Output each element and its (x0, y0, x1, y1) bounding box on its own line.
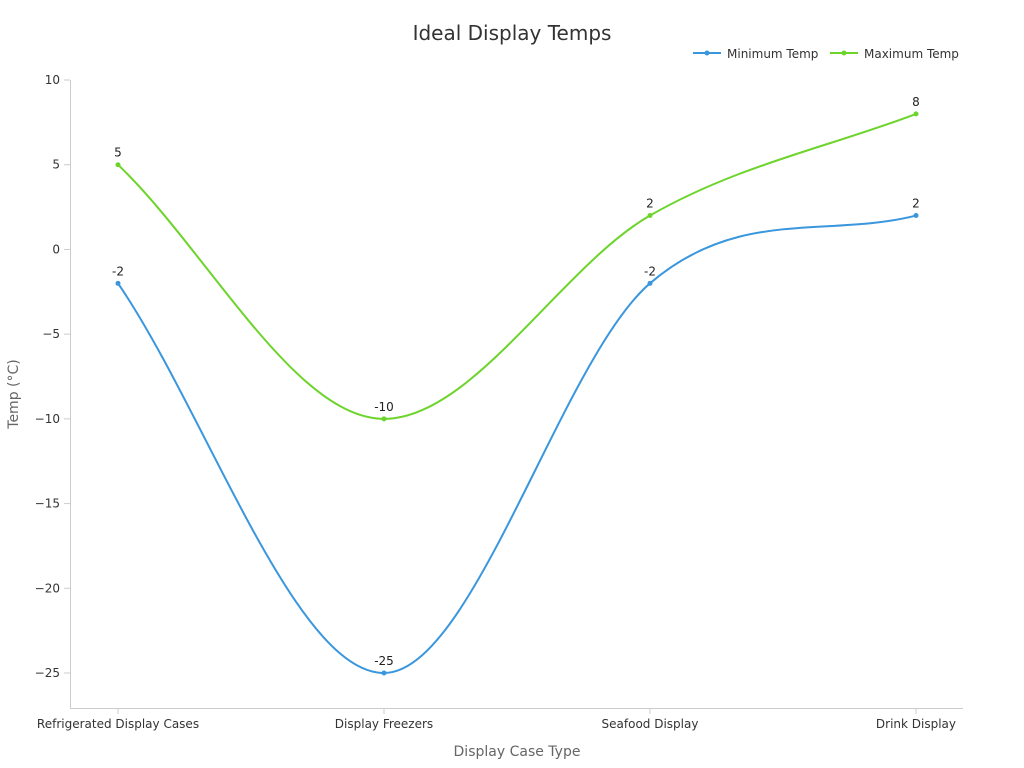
y-tick-label: 10 (45, 73, 60, 87)
data-label: 8 (912, 95, 920, 109)
x-tick-label: Drink Display (876, 717, 956, 731)
x-tick-label: Display Freezers (335, 717, 433, 731)
y-tick-label: 5 (52, 158, 60, 172)
data-point[interactable] (381, 416, 387, 422)
data-point[interactable] (115, 280, 121, 286)
data-label: -10 (374, 400, 394, 414)
legend-label: Minimum Temp (727, 47, 818, 61)
x-axis-title: Display Case Type (454, 744, 581, 760)
legend-label: Maximum Temp (864, 47, 959, 61)
data-point[interactable] (647, 280, 653, 286)
data-label: 2 (912, 197, 920, 211)
data-point[interactable] (381, 670, 387, 676)
legend-item-maximum-temp[interactable]: Maximum Temp (830, 47, 959, 61)
y-tick-label: −5 (42, 327, 60, 341)
y-tick-label: −15 (35, 497, 60, 511)
data-point[interactable] (647, 213, 653, 219)
data-label: 5 (114, 146, 122, 160)
data-label: 2 (646, 197, 654, 211)
data-label: -25 (374, 654, 394, 668)
data-point[interactable] (115, 162, 121, 168)
data-point[interactable] (913, 111, 919, 117)
series-group: -2 -25 -2 2 5 -10 2 8 (112, 95, 920, 676)
x-tick-label: Seafood Display (602, 717, 699, 731)
data-point[interactable] (913, 213, 919, 219)
y-tick-label: −25 (35, 666, 60, 680)
y-axis: 10 5 0 −5 −10 −15 −20 −25 (35, 73, 71, 708)
legend: Minimum Temp Maximum Temp (693, 47, 959, 61)
y-axis-title: Temp (°C) (6, 359, 22, 429)
x-axis: Refrigerated Display Cases Display Freeze… (37, 708, 963, 731)
y-tick-label: −10 (35, 412, 60, 426)
x-tick-label: Refrigerated Display Cases (37, 717, 199, 731)
y-tick-label: −20 (35, 581, 60, 595)
data-label: -2 (644, 264, 656, 278)
y-tick-label: 0 (52, 242, 60, 256)
legend-item-minimum-temp[interactable]: Minimum Temp (693, 47, 818, 61)
series-maximum-temp: 5 -10 2 8 (114, 95, 920, 422)
series-minimum-temp: -2 -25 -2 2 (112, 197, 920, 676)
chart-title: Ideal Display Temps (413, 21, 612, 45)
data-label: -2 (112, 264, 124, 278)
